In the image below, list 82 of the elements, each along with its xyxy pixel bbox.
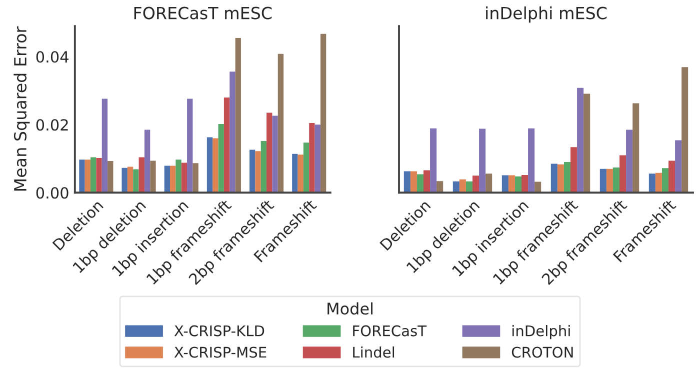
y-axis-title: Mean Squared Error [14,26,30,191]
bar [224,97,230,193]
bar [486,174,492,193]
bar [235,38,241,193]
bar [514,176,522,193]
bar [164,166,170,193]
y-tick-label: 0.04 [36,51,68,63]
bar [430,128,437,193]
bar [187,98,193,193]
bar [655,172,662,193]
bar [320,34,326,193]
bar [192,163,198,193]
bar [612,167,620,193]
bar [626,130,633,193]
legend-label: Lindel [353,346,394,358]
bar [682,67,688,193]
bar [522,174,528,193]
bar [133,169,139,193]
bar [272,116,278,193]
legend-label: CROTON [512,346,573,358]
bar [102,98,108,193]
bar [459,179,466,193]
bar [620,155,626,193]
bar [181,162,188,193]
legend-label: inDelphi [512,325,570,340]
bar [170,166,176,193]
bar [600,168,606,193]
bar [127,166,134,193]
bar [90,157,96,193]
legend-label: X-CRISP-MSE [174,346,266,358]
bar [675,140,682,193]
bar [108,161,114,193]
bar [668,160,676,193]
y-tick-label: 0.02 [36,119,68,131]
bar [292,154,298,193]
bar [557,164,564,193]
bar [176,160,182,193]
bar [266,112,272,193]
bar [479,128,486,193]
bar [206,137,213,193]
bar [303,142,310,193]
bar [577,88,584,193]
bar [584,94,590,193]
bar [404,171,410,193]
bar [570,147,578,193]
chart-title: FORECasT mESC [134,6,272,20]
bar [550,164,558,193]
bar [249,150,256,193]
bar [606,168,613,193]
bar [138,157,144,193]
bar [298,154,304,193]
bar [508,175,515,193]
bar [528,128,535,193]
bar [502,175,508,193]
bar [79,160,85,193]
legend-label: FORECasT [353,325,427,336]
bar [648,174,656,193]
bar [309,122,315,193]
legend-title: Model [328,302,372,315]
bar [144,130,150,193]
bar [255,151,261,193]
bar [150,160,156,193]
bar [632,103,640,193]
bar [314,124,320,193]
bar [84,160,91,193]
bar [230,72,236,193]
bar [260,140,267,193]
chart-title: inDelphi mESC [486,6,607,23]
bar [96,158,102,193]
bar [472,176,480,193]
bar [416,174,424,193]
bar [278,54,284,193]
legend-label: X-CRISP-KLD [174,325,264,336]
bar [218,124,224,193]
bar [424,170,430,193]
bar [410,171,417,193]
bar [436,181,444,193]
bar [662,168,668,193]
bar [212,138,218,193]
bar [564,162,570,193]
y-tick-label: 0.00 [36,187,68,199]
bar [122,168,128,193]
